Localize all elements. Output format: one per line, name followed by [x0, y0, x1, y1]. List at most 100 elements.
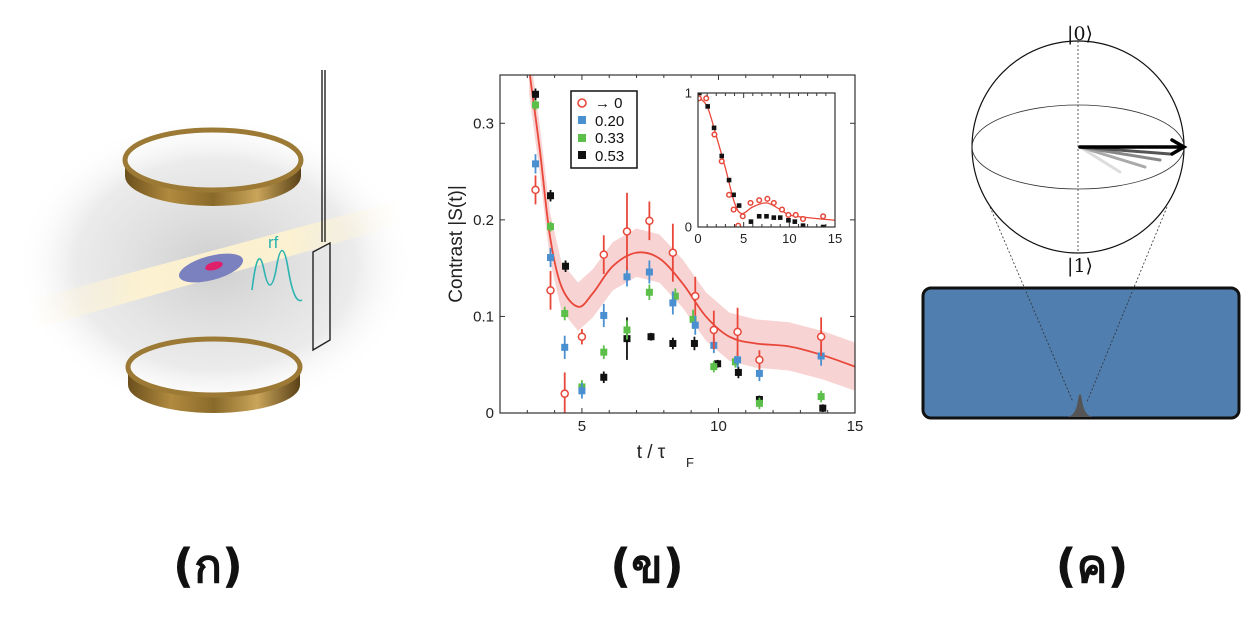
data-point-square: [764, 213, 769, 219]
data-point-square: [645, 268, 653, 276]
ket-zero-label: |0⟩: [1067, 23, 1093, 45]
x-tick-label: 5: [578, 418, 586, 435]
legend-marker-green: [578, 134, 586, 142]
data-point-circle: [785, 211, 792, 218]
data-point-square: [669, 299, 677, 307]
data-point-square: [719, 153, 725, 159]
data-point-square: [731, 192, 736, 198]
legend: → 0 0.20 0.33 0.53: [570, 90, 638, 169]
data-point-circle: [709, 325, 719, 335]
data-point-square: [623, 326, 631, 334]
rf-antenna: [312, 70, 331, 352]
legend-label-2: 0.33: [595, 130, 624, 147]
plot-frame: [499, 74, 856, 414]
data-point-circle: [755, 355, 764, 365]
data-point-square: [532, 160, 539, 168]
ket-one-label: |1⟩: [1067, 255, 1093, 277]
panel-label-b: (ข): [610, 539, 684, 593]
plot-frame: [697, 92, 836, 228]
panel-label-c: (ค): [1055, 539, 1129, 593]
data-point-square: [547, 254, 555, 262]
y-tick-label: 0: [486, 405, 494, 422]
legend-marker-black: [578, 151, 586, 159]
x-tick-label: 5: [740, 231, 747, 246]
data-point-circle: [726, 191, 733, 198]
y-axis-label: Contrast |S(t)|: [446, 185, 467, 303]
panel-label-a: (ก): [173, 539, 243, 593]
data-point-circle: [735, 222, 742, 227]
data-point-circle: [733, 327, 742, 337]
data-point-square: [820, 224, 826, 227]
panel-a-setup-illustration: rf: [15, 70, 415, 415]
inset-plot: 0 5 10 15 0 1: [685, 85, 842, 246]
y-tick-label: 0.3: [473, 115, 494, 132]
data-point-circle: [764, 195, 771, 202]
data-point-square: [777, 215, 783, 220]
fit-curve: [528, 75, 855, 368]
data-point-square: [600, 311, 608, 319]
data-point-circle: [622, 227, 632, 236]
data-point-square: [578, 387, 586, 395]
data-point-square: [600, 373, 608, 381]
legend-marker-blue: [578, 116, 586, 124]
x-tick-label: 15: [828, 231, 842, 246]
data-point-circle: [577, 332, 587, 341]
data-point-circle: [792, 211, 799, 218]
data-point-circle: [816, 332, 826, 341]
data-point-square: [736, 203, 742, 208]
data-point-square: [669, 339, 677, 347]
legend-marker-red: [577, 98, 587, 108]
data-point-square: [671, 292, 679, 300]
data-point-circle: [599, 250, 609, 259]
data-point-square: [561, 310, 569, 318]
data-point-square: [711, 125, 717, 131]
data-point-square: [819, 404, 827, 412]
data-point-circle: [668, 248, 678, 257]
data-point-square: [691, 321, 699, 329]
data-point-circle: [703, 95, 710, 102]
projection-line-right: [1086, 206, 1168, 403]
data-point-circle: [820, 213, 827, 220]
x-tick-label: 10: [782, 231, 796, 246]
x-axis-label: t / τ: [637, 442, 666, 463]
panel-c-bloch-diagram: |0⟩ |1⟩: [921, 23, 1241, 420]
data-point-circle: [747, 199, 754, 206]
data-point-circle: [546, 286, 555, 295]
fit-curve: [698, 96, 835, 221]
data-point-square: [756, 213, 762, 219]
data-point-circle: [645, 216, 654, 226]
rf-wave-icon: [251, 249, 303, 302]
data-point-circle: [718, 158, 725, 165]
data-point-square: [600, 348, 608, 356]
plot-area: [528, 75, 855, 413]
y-tick-label: 0: [685, 219, 692, 234]
data-point-square: [623, 273, 631, 281]
data-point-square: [792, 219, 798, 224]
data-point-circle: [560, 389, 569, 398]
x-axis-label-subscript: F: [686, 455, 694, 470]
data-point-square: [645, 288, 653, 296]
data-point-square: [734, 368, 742, 376]
data-point-square: [532, 101, 539, 109]
data-point-circle: [778, 206, 786, 213]
plot-area: [698, 93, 835, 227]
data-point-square: [689, 315, 697, 323]
data-point-square: [690, 339, 698, 347]
data-point-square: [755, 399, 763, 407]
data-point-square: [705, 104, 710, 109]
substrate-peak: [1068, 394, 1092, 417]
data-point-square: [562, 262, 570, 270]
data-point-circle: [730, 206, 737, 213]
x-tick-label: 10: [710, 418, 727, 435]
legend-label-0: → 0: [595, 95, 623, 112]
data-point-square: [755, 369, 763, 377]
data-point-square: [800, 223, 806, 227]
substrate-block: [921, 286, 1241, 420]
rf-label: rf: [268, 233, 279, 252]
data-point-circle: [770, 199, 777, 206]
data-point-square: [734, 356, 742, 364]
data-point-circle: [756, 197, 763, 204]
atom-cloud-core: [205, 261, 223, 271]
legend-label-1: 0.20: [595, 113, 624, 130]
